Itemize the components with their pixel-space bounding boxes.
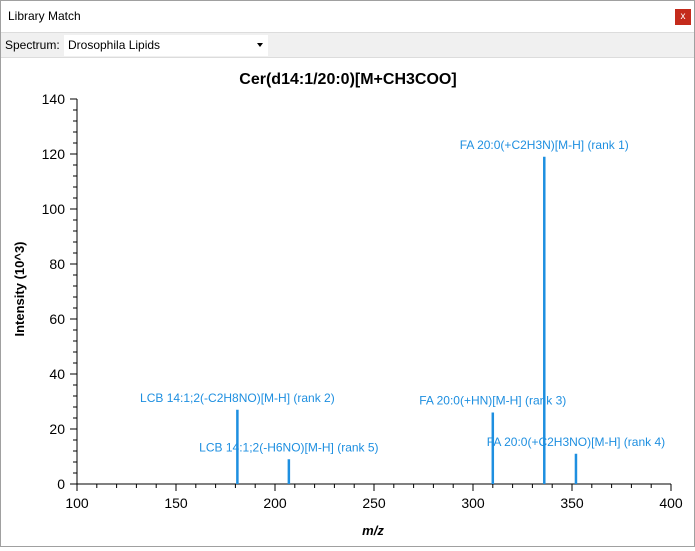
x-tick-label: 300	[461, 495, 485, 511]
title-bar[interactable]: Library Match x	[1, 1, 694, 31]
spectrum-selected-value: Drosophila Lipids	[68, 38, 161, 52]
x-tick-label: 400	[659, 495, 683, 511]
chevron-down-icon[interactable]	[257, 43, 263, 47]
x-tick-label: 350	[560, 495, 584, 511]
peak-label: LCB 14:1;2(-C2H8NO)[M-H] (rank 2)	[140, 391, 335, 405]
y-tick-label: 100	[42, 201, 66, 217]
x-tick-label: 250	[362, 495, 386, 511]
y-tick-label: 120	[42, 146, 66, 162]
chart-title: Cer(d14:1/20:0)[M+CH3COO]	[239, 71, 456, 88]
y-tick-label: 20	[49, 421, 65, 437]
y-tick-label: 140	[42, 91, 66, 107]
spectrum-chart: Cer(d14:1/20:0)[M+CH3COO] Intensity (10^…	[12, 71, 683, 538]
peaks: LCB 14:1;2(-C2H8NO)[M-H] (rank 2) LCB 14:…	[140, 138, 665, 484]
close-button[interactable]: x	[675, 9, 691, 25]
spectrum-label: Spectrum:	[5, 38, 60, 52]
y-tick-label: 40	[49, 366, 65, 382]
y-axis-label: Intensity (10^3)	[12, 241, 27, 336]
y-tick-label: 0	[57, 476, 65, 492]
y-tick-label: 60	[49, 311, 65, 327]
x-tick-label: 100	[65, 495, 89, 511]
x-axis-label: m/z	[362, 523, 384, 538]
window-title: Library Match	[8, 9, 81, 23]
peak-label: FA 20:0(+C2H3N)[M-H] (rank 1)	[460, 138, 629, 152]
peak-label: LCB 14:1;2(-H6NO)[M-H] (rank 5)	[199, 440, 378, 454]
axes: 0 20 40 60 80 100 120 140 100 150 200 250 300 350 400	[42, 91, 683, 511]
spectrum-toolbar: Spectrum: Drosophila Lipids	[1, 32, 694, 58]
spectrum-plot: Cer(d14:1/20:0)[M+CH3COO] Intensity (10^…	[1, 57, 694, 546]
peak-label: FA 20:0(+C2H3NO)[M-H] (rank 4)	[487, 435, 665, 449]
x-tick-label: 150	[164, 495, 188, 511]
close-icon: x	[680, 11, 686, 22]
x-tick-label: 200	[263, 495, 287, 511]
spectrum-dropdown[interactable]: Drosophila Lipids	[64, 35, 268, 56]
peak-label: FA 20:0(+HN)[M-H] (rank 3)	[419, 394, 566, 408]
y-tick-label: 80	[49, 256, 65, 272]
